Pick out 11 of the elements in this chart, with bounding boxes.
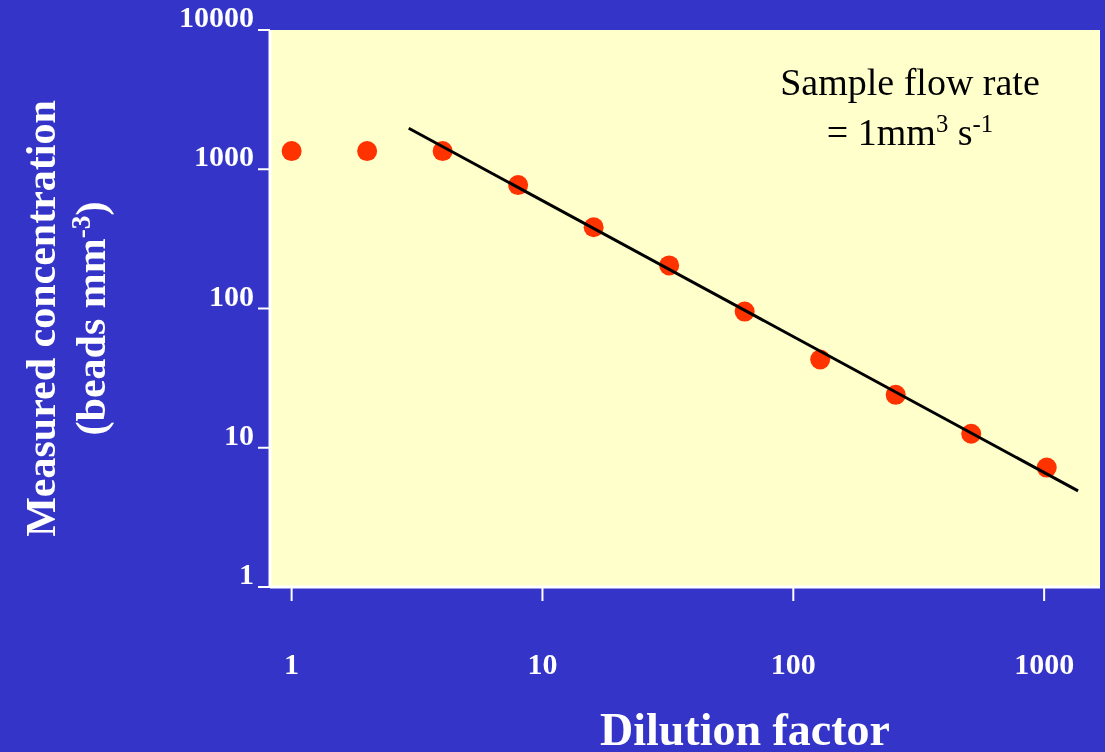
x-tick-label: 1: [284, 647, 300, 680]
y-tick-label: 10: [224, 417, 254, 451]
annotation: Sample flow rate = 1mm$^{3}$ s$^{-1}$: [780, 61, 1040, 153]
x-tick-label: 100: [770, 647, 816, 680]
y-tick-label: 1000: [194, 139, 254, 173]
y-tick-label: 10000: [179, 0, 254, 33]
y-tick-label: 1: [239, 557, 254, 590]
y-tick-label: 100: [209, 278, 254, 312]
x-axis-title: Dilution factor: [599, 704, 891, 752]
x-tick-label: 1000: [1014, 647, 1075, 680]
x-tick-label: 10: [527, 647, 558, 680]
